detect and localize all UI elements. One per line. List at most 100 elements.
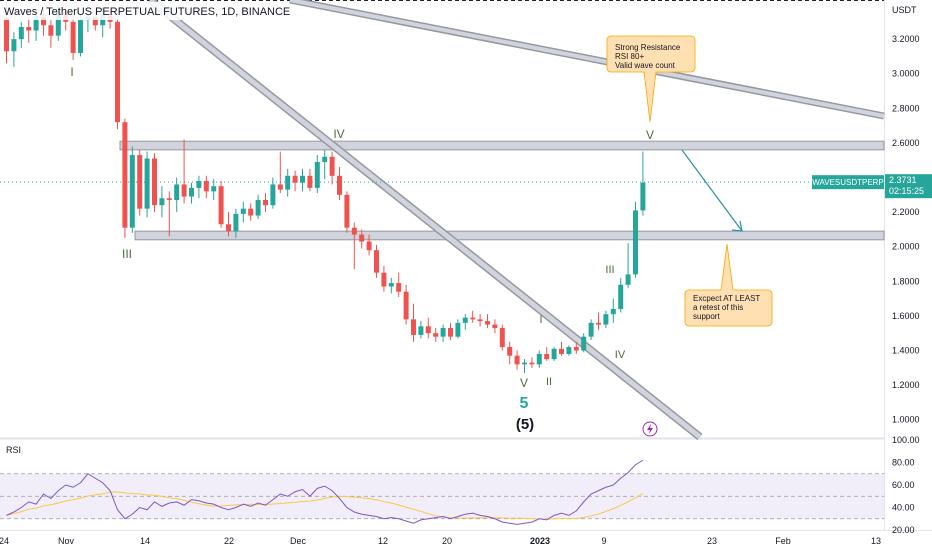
candle-body[interactable] — [470, 317, 476, 320]
candle-body[interactable] — [625, 274, 631, 285]
candle-body[interactable] — [603, 314, 609, 325]
candle-body[interactable] — [270, 184, 276, 206]
candle-body[interactable] — [440, 328, 446, 337]
descending-trendline-shallow[interactable] — [289, 0, 885, 120]
candle-body[interactable] — [544, 353, 550, 360]
candle-body[interactable] — [403, 291, 409, 320]
callout-strong-resistance[interactable]: Strong Resistance RSI 80+ Valid wave cou… — [606, 35, 696, 123]
candle-body[interactable] — [203, 180, 209, 192]
candle-body[interactable] — [26, 27, 32, 31]
last-price-label[interactable]: WAVESUSDTPERP 2.3731 02:15:25 — [812, 174, 932, 199]
candle-body[interactable] — [573, 347, 579, 351]
candle-body[interactable] — [529, 362, 535, 365]
candle-body[interactable] — [351, 227, 357, 235]
candle-body[interactable] — [300, 175, 305, 183]
rsi-ma-line[interactable] — [6, 491, 644, 520]
candle-body[interactable] — [492, 324, 498, 329]
candle-body[interactable] — [218, 186, 224, 225]
candle-body[interactable] — [455, 322, 461, 337]
candle-body[interactable] — [33, 16, 39, 31]
candle-body[interactable] — [18, 27, 24, 40]
candle-body[interactable] — [137, 155, 143, 209]
callout-retest-support[interactable]: Excpect AT LEAST a retest of this suppor… — [684, 243, 773, 327]
candle-body[interactable] — [181, 184, 187, 197]
candle-body[interactable] — [255, 200, 261, 216]
candle-body[interactable] — [329, 156, 335, 176]
candle-body[interactable] — [211, 186, 217, 192]
candle-body[interactable] — [396, 283, 402, 292]
candle-body[interactable] — [122, 122, 128, 228]
candle-body[interactable] — [144, 158, 150, 209]
candle-body[interactable] — [514, 355, 520, 365]
candle-body[interactable] — [596, 322, 601, 325]
candle-body[interactable] — [115, 21, 120, 123]
candle-body[interactable] — [233, 213, 239, 232]
candle-body[interactable] — [100, 14, 106, 26]
candle-body[interactable] — [610, 308, 616, 315]
candle-body[interactable] — [566, 347, 572, 354]
candle-body[interactable] — [359, 234, 365, 242]
main-pane[interactable] — [0, 0, 884, 437]
candle-body[interactable] — [11, 39, 17, 52]
candle-body[interactable] — [633, 210, 638, 275]
candles-group[interactable] — [4, 2, 646, 373]
candle-body[interactable] — [41, 16, 46, 26]
candle-body[interactable] — [618, 284, 624, 309]
candle-body[interactable] — [388, 283, 394, 287]
candle-body[interactable] — [344, 194, 350, 228]
candle-body[interactable] — [159, 198, 165, 206]
candle-body[interactable] — [174, 184, 180, 201]
candle-body[interactable] — [78, 20, 83, 53]
candle-body[interactable] — [581, 336, 587, 351]
candle-body[interactable] — [374, 250, 379, 273]
candle-body[interactable] — [307, 175, 313, 188]
candle-body[interactable] — [292, 175, 298, 183]
candle-body[interactable] — [485, 321, 490, 325]
candle-body[interactable] — [166, 198, 172, 201]
candle-body[interactable] — [226, 224, 231, 232]
candle-body[interactable] — [337, 175, 342, 195]
candle-body[interactable] — [507, 347, 513, 356]
candle-body[interactable] — [48, 25, 54, 36]
candle-body[interactable] — [418, 326, 424, 335]
candle-body[interactable] — [277, 184, 283, 190]
candle-body[interactable] — [92, 16, 98, 26]
candle-body[interactable] — [196, 180, 202, 188]
candle-body[interactable] — [366, 241, 372, 251]
candle-body[interactable] — [70, 21, 76, 53]
candle-body[interactable] — [55, 11, 61, 36]
candle-body[interactable] — [522, 362, 527, 365]
candle-body[interactable] — [462, 317, 468, 323]
candle-body[interactable] — [285, 175, 291, 190]
candle-body[interactable] — [189, 187, 194, 197]
candle-body[interactable] — [425, 326, 431, 334]
candle-body[interactable] — [152, 158, 157, 206]
rsi-line[interactable] — [6, 459, 644, 525]
time-axis[interactable]: 24 Nov 14 22 Dec 12 20 2023 9 23 Feb 13 — [0, 536, 881, 546]
candle-body[interactable] — [551, 348, 557, 360]
candle-body[interactable] — [588, 322, 594, 337]
candle-body[interactable] — [536, 353, 542, 365]
projection-arrow[interactable] — [681, 149, 743, 232]
resistance-zone[interactable] — [119, 140, 885, 151]
candle-body[interactable] — [559, 348, 564, 354]
descending-trendline-steep[interactable] — [147, 0, 703, 441]
candle-body[interactable] — [433, 333, 439, 337]
lightning-icon[interactable] — [642, 421, 658, 437]
candle-body[interactable] — [129, 155, 135, 228]
price-axis[interactable]: USDT 3.2000 3.0000 2.8000 2.6000 2.2000 2.000… — [892, 5, 920, 425]
candle-body[interactable] — [448, 328, 453, 337]
candle-body[interactable] — [263, 200, 268, 206]
rsi-axis[interactable]: 100.00 80.00 60.00 40.00 20.00 — [892, 435, 920, 535]
candle-body[interactable] — [4, 18, 9, 52]
candle-body[interactable] — [240, 208, 246, 214]
candle-body[interactable] — [499, 328, 505, 348]
candle-body[interactable] — [477, 319, 483, 322]
candle-body[interactable] — [322, 156, 328, 162]
support-zone[interactable] — [134, 230, 885, 241]
candle-body[interactable] — [640, 182, 646, 211]
candle-body[interactable] — [248, 208, 254, 216]
candle-body[interactable] — [381, 272, 387, 287]
candle-body[interactable] — [314, 161, 320, 188]
